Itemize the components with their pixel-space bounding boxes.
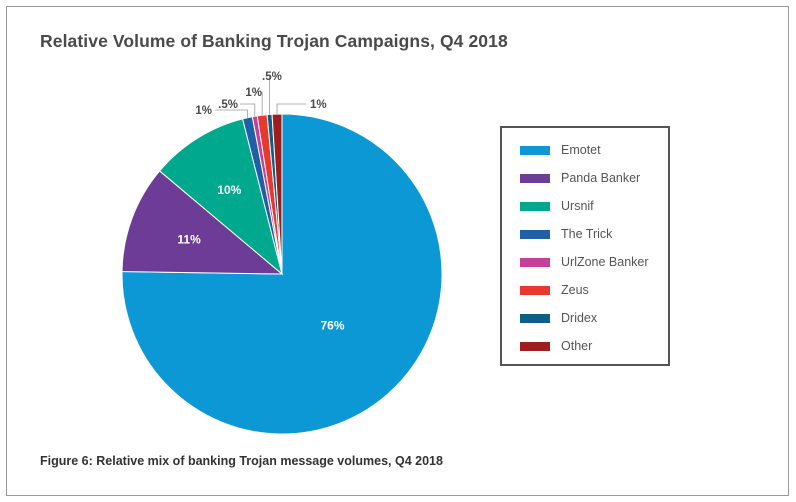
legend-label-the-trick: The Trick: [561, 227, 613, 241]
legend-swatch-other: [520, 341, 550, 351]
slice-label-urlzone-banker: .5%: [218, 99, 238, 111]
leader-line-urlzone-banker: [240, 103, 256, 117]
pie-slice-other: [271, 113, 283, 275]
legend-label-other: Other: [561, 339, 593, 353]
legend-swatch-emotet: [520, 145, 550, 155]
slice-label-zeus: 1%: [245, 87, 262, 99]
chart-title: Relative Volume of Banking Trojan Campai…: [40, 31, 508, 51]
legend-item-dridex: Dridex: [520, 310, 597, 326]
legend-item-urlzone-banker: UrlZone Banker: [520, 254, 649, 270]
chart-legend: Emotet Panda Banker Ursnif The Trick UrlZone…: [500, 126, 670, 366]
slice-label-dridex: .5%: [262, 71, 282, 83]
slice-label-emotet: 76%: [320, 318, 344, 332]
slice-label-ursnif: 10%: [217, 183, 241, 197]
legend-item-the-trick: The Trick: [520, 226, 612, 242]
legend-label-ursnif: Ursnif: [561, 199, 594, 213]
slice-label-the-trick: 1%: [195, 105, 212, 117]
legend-label-dridex: Dridex: [561, 311, 598, 325]
legend-item-emotet: Emotet: [520, 142, 601, 158]
slice-label-panda-banker: 11%: [177, 232, 201, 246]
legend-swatch-the-trick: [520, 229, 550, 239]
slice-label-other: 1%: [310, 99, 327, 111]
legend-swatch-ursnif: [520, 201, 550, 211]
legend-label-panda-banker: Panda Banker: [561, 171, 641, 185]
legend-swatch-dridex: [520, 313, 550, 323]
legend-swatch-zeus: [520, 285, 550, 295]
figure-caption: Figure 6: Relative mix of banking Trojan…: [40, 454, 443, 468]
leader-line-the-trick: [215, 109, 248, 118]
leader-line-other: [276, 103, 306, 115]
legend-item-panda-banker: Panda Banker: [520, 170, 640, 186]
legend-item-zeus: Zeus: [520, 282, 589, 298]
pie-slice-ursnif: [158, 118, 283, 276]
legend-swatch-panda-banker: [520, 173, 550, 183]
legend-label-zeus: Zeus: [561, 283, 589, 297]
legend-label-urlzone-banker: UrlZone Banker: [561, 255, 649, 269]
legend-swatch-urlzone-banker: [520, 257, 550, 267]
legend-label-emotet: Emotet: [561, 143, 601, 157]
legend-item-ursnif: Ursnif: [520, 198, 594, 214]
pie-slice-panda-banker: [121, 170, 284, 275]
legend-item-other: Other: [520, 338, 592, 354]
